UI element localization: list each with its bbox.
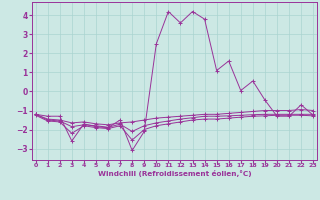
X-axis label: Windchill (Refroidissement éolien,°C): Windchill (Refroidissement éolien,°C)	[98, 170, 251, 177]
